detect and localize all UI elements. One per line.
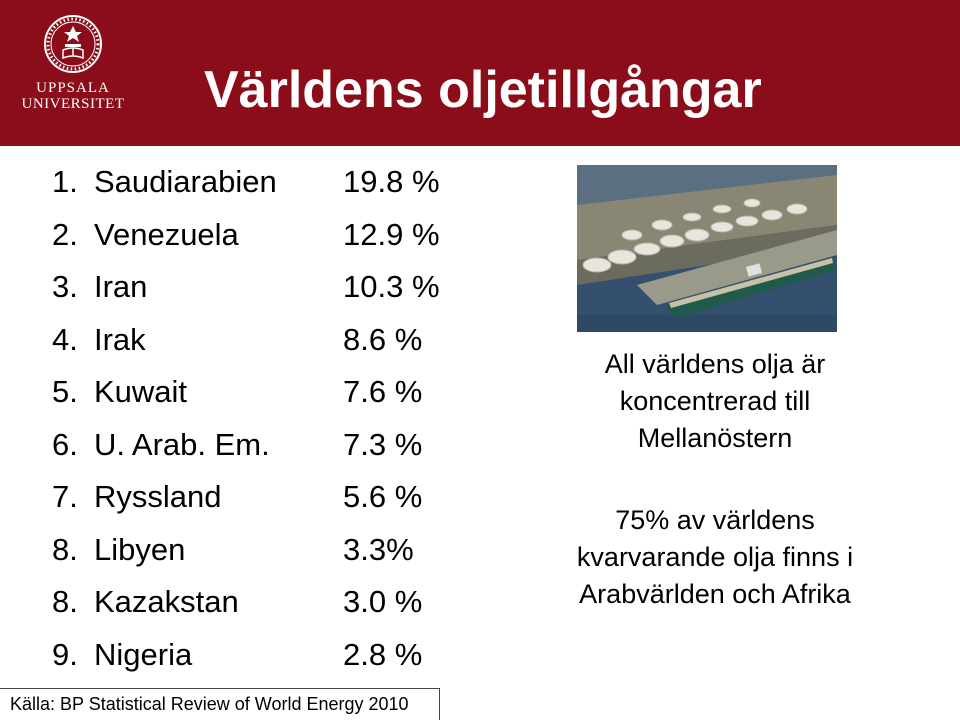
reserves-list: 1. Saudiarabien 19.8 % 2. Venezuela 12.9 % 3. I… xyxy=(52,160,472,685)
reserves-rank: 5. xyxy=(52,374,78,409)
logo-line-uppsala: UPPSALA xyxy=(36,80,110,96)
reserves-row: 5. Kuwait 7.6 % xyxy=(52,370,472,423)
reserves-share: 12.9 % xyxy=(343,216,440,252)
reserves-row: 4. Irak 8.6 % xyxy=(52,318,472,371)
reserves-row: 6. U. Arab. Em. 7.3 % xyxy=(52,423,472,476)
reserves-row: 7. Ryssland 5.6 % xyxy=(52,475,472,528)
reserves-country: Venezuela xyxy=(94,216,239,252)
source-citation: Källa: BP Statistical Review of World En… xyxy=(0,688,440,720)
header-bar: UPPSALA UNIVERSITET Världens oljetillgån… xyxy=(0,0,960,146)
reserves-country: Saudiarabien xyxy=(94,164,277,199)
reserves-rank: 6. xyxy=(52,426,78,462)
reserves-rank: 3. xyxy=(52,269,78,304)
reserves-country: U. Arab. Em. xyxy=(94,426,270,462)
reserves-rank: 1. xyxy=(52,164,78,199)
reserves-share: 3.3% xyxy=(343,531,414,567)
reserves-row: 3. Iran 10.3 % xyxy=(52,265,472,318)
reserves-row: 8. Kazakstan 3.0 % xyxy=(52,580,472,633)
reserves-share: 19.8 % xyxy=(343,164,440,199)
note-remaining-oil: 75% av världens kvarvarande olja finns i… xyxy=(576,505,854,609)
reserves-share: 7.3 % xyxy=(343,426,423,462)
reserves-rank: 8. xyxy=(52,531,78,567)
reserves-rank: 2. xyxy=(52,216,78,252)
note-concentration: All världens olja är koncentrerad till M… xyxy=(604,349,826,453)
reserves-country: Irak xyxy=(94,321,146,357)
reserves-row: 2. Venezuela 12.9 % xyxy=(52,213,472,266)
reserves-country: Ryssland xyxy=(94,479,222,514)
reserves-row: 1. Saudiarabien 19.8 % xyxy=(52,160,472,213)
reserves-country: Kuwait xyxy=(94,374,188,409)
page-title: Världens oljetillgångar xyxy=(204,61,762,119)
reserves-rank: 8. xyxy=(52,584,78,619)
reserves-country: Libyen xyxy=(94,531,186,567)
reserves-country: Iran xyxy=(94,269,148,304)
reserves-share: 10.3 % xyxy=(343,269,440,304)
university-seal-icon xyxy=(44,15,102,73)
university-logo: UPPSALA UNIVERSITET xyxy=(18,14,128,126)
oil-terminal-tanker-photo xyxy=(577,165,837,332)
reserves-rank: 7. xyxy=(52,479,78,514)
reserves-share: 7.6 % xyxy=(343,374,423,409)
reserves-rank: 9. xyxy=(52,636,78,672)
reserves-country: Kazakstan xyxy=(94,584,239,619)
logo-line-universitet: UNIVERSITET xyxy=(21,96,125,112)
reserves-share: 2.8 % xyxy=(343,636,423,672)
reserves-share: 5.6 % xyxy=(343,479,423,514)
reserves-rank: 4. xyxy=(52,321,78,357)
reserves-country: Nigeria xyxy=(94,636,193,672)
reserves-share: 3.0 % xyxy=(343,584,423,619)
reserves-share: 8.6 % xyxy=(343,321,423,357)
reserves-row: 9. Nigeria 2.8 % xyxy=(52,633,472,686)
reserves-row: 8. Libyen 3.3% xyxy=(52,528,472,581)
